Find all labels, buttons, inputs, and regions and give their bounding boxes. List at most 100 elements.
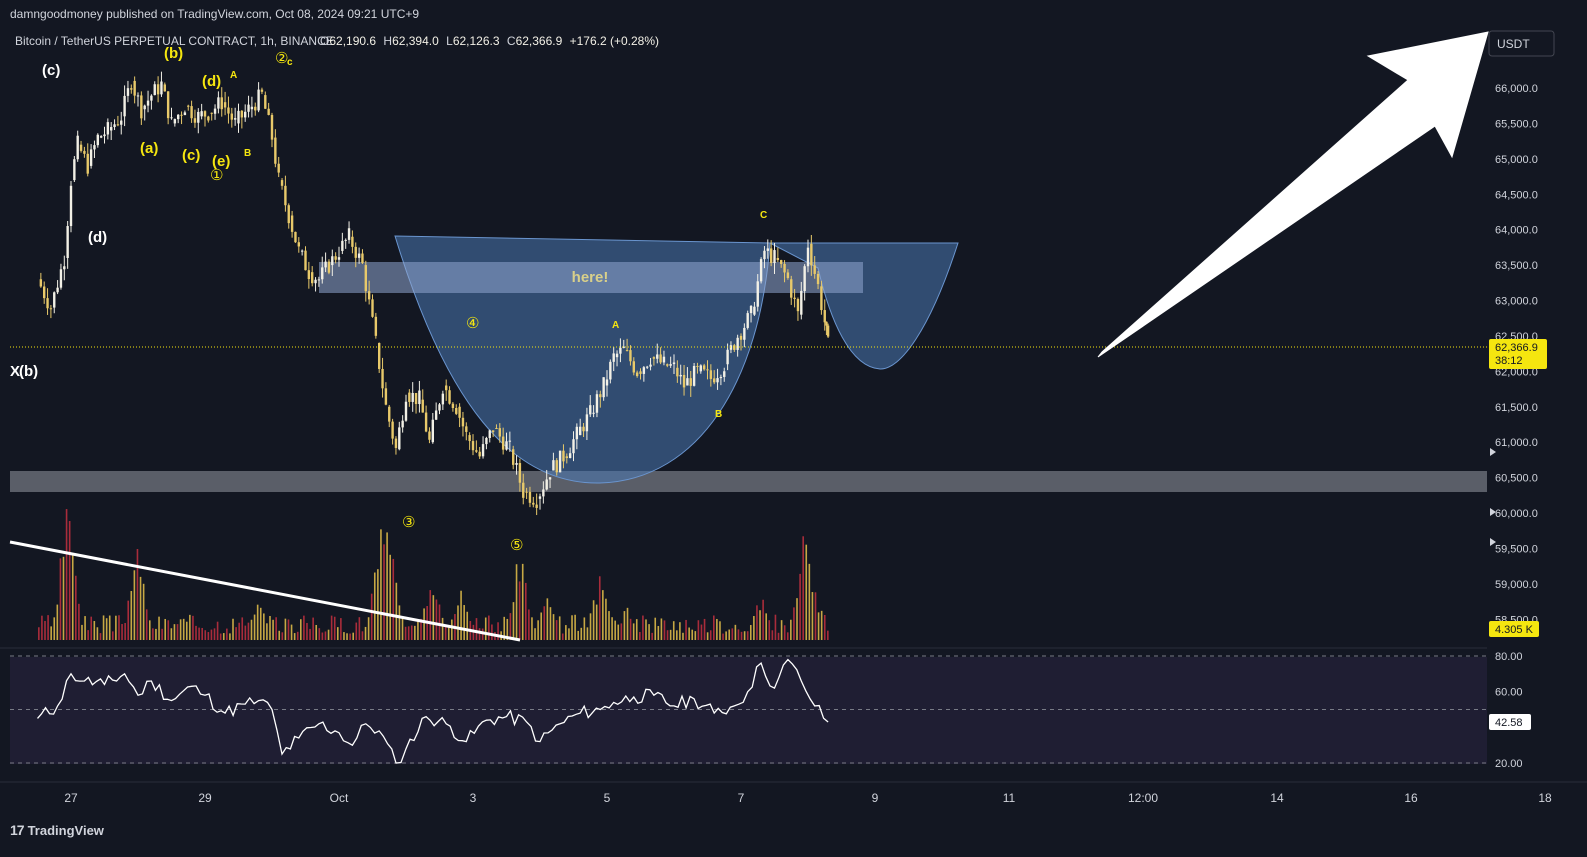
volume-bar — [737, 629, 740, 640]
volume-bar — [657, 626, 660, 640]
volume-bar — [192, 615, 194, 640]
candle-body — [793, 297, 796, 300]
rsi-pane — [10, 657, 1487, 764]
volume-bar — [460, 590, 462, 640]
wave-e-yellow: (e) — [212, 153, 230, 170]
candle-body — [579, 426, 582, 436]
volume-bar — [247, 622, 250, 640]
candle-body — [391, 421, 394, 439]
candle-body — [629, 350, 632, 362]
volume-bar — [774, 614, 777, 640]
candle-body — [160, 81, 163, 95]
currency-button[interactable]: USDT — [1488, 30, 1555, 57]
candle-body — [659, 354, 662, 363]
volume-bar — [235, 627, 237, 640]
volume-bar — [99, 633, 102, 640]
volume-bar — [44, 620, 46, 640]
volume-bar — [512, 602, 515, 640]
volume-bar — [478, 628, 481, 640]
volume-bar — [709, 630, 712, 640]
volume-bar — [451, 619, 453, 640]
volume-bar — [746, 631, 749, 640]
volume-bar — [349, 633, 351, 640]
candle-body — [374, 316, 378, 336]
volume-bar — [115, 615, 117, 640]
candle-body — [411, 392, 414, 402]
candle-body — [398, 427, 401, 450]
candle-body — [334, 256, 337, 260]
volume-bar — [386, 532, 388, 640]
target-zone-box — [319, 262, 863, 293]
volume-bar — [90, 616, 93, 640]
candle-body — [719, 376, 723, 379]
price-scale[interactable]: 66,000.0 65,500.0 65,000.0 64,500.0 64,000.0… — [1495, 83, 1538, 626]
volume-bar — [136, 549, 139, 640]
candle-body — [217, 97, 220, 109]
volume-bar — [783, 625, 786, 640]
volume-bar — [164, 618, 167, 640]
volume-bar — [679, 622, 681, 640]
volume-bar — [780, 620, 783, 640]
candle-body — [766, 248, 769, 251]
volume-bar — [777, 632, 780, 640]
candle-body — [344, 239, 347, 241]
candle-body — [468, 435, 471, 442]
volume-bar — [623, 611, 626, 640]
volume-bar — [672, 621, 675, 640]
candle-body — [220, 97, 223, 110]
candle-body — [642, 367, 646, 374]
time-tick-label: 11 — [1003, 791, 1016, 805]
symbol-title[interactable]: Bitcoin / TetherUS PERPETUAL CONTRACT, 1… — [15, 34, 334, 48]
volume-bar — [571, 615, 573, 640]
bullish-arrow — [1097, 31, 1489, 358]
volume-bar — [404, 626, 407, 640]
volume-bar — [444, 624, 447, 640]
candle-body — [280, 180, 284, 186]
volume-bar — [300, 619, 302, 640]
rsi-scale[interactable]: 80.00 60.00 20.00 — [1495, 651, 1523, 770]
volume-bar — [293, 633, 296, 640]
volume-bar — [161, 628, 163, 640]
volume-bar — [790, 619, 792, 640]
volume-bar — [309, 628, 311, 640]
volume-bar — [284, 618, 287, 640]
candle-body — [434, 410, 438, 420]
candle-body — [96, 134, 99, 146]
volume-bar — [589, 613, 592, 640]
volume-bar — [827, 630, 829, 640]
volume-bar — [121, 624, 123, 640]
volume-bar — [167, 620, 170, 640]
candle-body — [820, 286, 823, 311]
volume-bar — [222, 633, 225, 640]
candle-body — [73, 159, 76, 181]
volume-bar — [703, 618, 706, 640]
volume-bar — [688, 627, 690, 640]
volume-bar — [185, 621, 188, 640]
volume-bar — [592, 600, 595, 640]
volume-bar — [820, 610, 823, 640]
candle-body — [796, 299, 800, 312]
candle-body — [552, 460, 555, 471]
candle-body — [491, 430, 495, 432]
volume-bar — [722, 633, 724, 640]
volume-bar — [595, 604, 598, 640]
time-scale[interactable]: 27 29 Oct 3 5 7 9 11 12:00 14 16 18 — [64, 791, 1552, 805]
candle-body — [649, 364, 652, 367]
tradingview-logo[interactable]: 17 TradingView — [10, 822, 104, 838]
candle-body — [625, 350, 629, 352]
wave-annotations: (c) (b) (d) A ② c (a) (c) (e) B ① (d) X … — [10, 45, 767, 554]
volume-bar — [195, 625, 197, 640]
candle-body — [458, 406, 461, 418]
volume-bar — [333, 616, 336, 640]
volume-bar — [250, 619, 253, 640]
volume-bar — [96, 627, 99, 640]
volume-bar — [574, 614, 576, 640]
volume-bar — [463, 605, 465, 640]
volume-bar — [259, 607, 262, 640]
volume-bar — [805, 544, 808, 640]
candle-body — [461, 417, 465, 427]
candle-body — [441, 393, 445, 405]
candle-body — [686, 378, 689, 386]
candle-body — [652, 357, 656, 359]
